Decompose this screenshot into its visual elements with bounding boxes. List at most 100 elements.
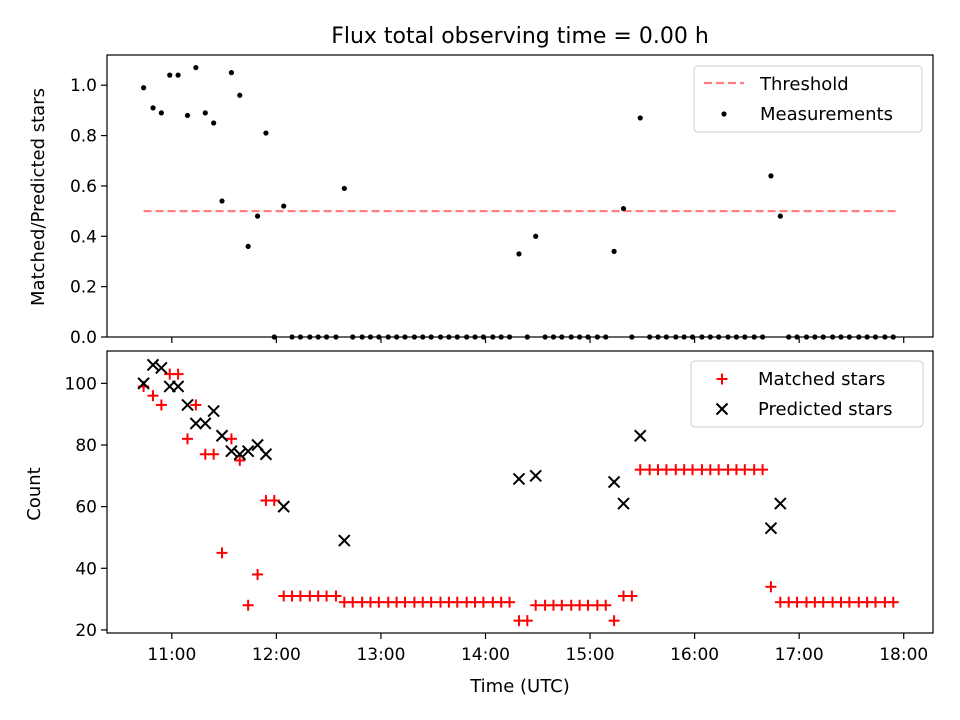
measurement-point bbox=[167, 72, 173, 78]
matched-stars-point bbox=[713, 464, 725, 476]
matched-stars-point bbox=[182, 433, 194, 445]
legend-top-frame bbox=[693, 65, 923, 133]
legend-measurements-label: Measurements bbox=[760, 104, 893, 125]
matched-stars-point bbox=[687, 464, 699, 476]
matched-stars-point bbox=[373, 596, 385, 608]
matched-stars-point bbox=[530, 599, 542, 611]
predicted-stars-point-b bbox=[617, 497, 630, 510]
bottom-xtick-label: 17:00 bbox=[775, 645, 824, 665]
bottom-ytick-label: 20 bbox=[75, 621, 97, 641]
matched-stars-point bbox=[582, 599, 594, 611]
bottom-axes-frame bbox=[106, 350, 934, 634]
bottom-xtick-label: 14:00 bbox=[461, 645, 510, 665]
matched-stars-point bbox=[504, 596, 516, 608]
predicted-stars-point-b bbox=[146, 358, 160, 372]
predicted-stars-point-b bbox=[512, 472, 526, 486]
matched-stars-point bbox=[399, 596, 411, 608]
predicted-stars-point-b bbox=[199, 417, 212, 430]
measurement-point bbox=[193, 64, 199, 71]
top-ytick-label: 0.2 bbox=[70, 278, 97, 298]
measurement-point bbox=[637, 115, 643, 121]
predicted-stars-point bbox=[774, 497, 787, 510]
predicted-stars-point-b bbox=[634, 429, 647, 442]
matched-stars-point bbox=[791, 596, 803, 608]
bottom-y-axis-label: Count bbox=[24, 467, 45, 520]
bottom-xtick-label: 12:00 bbox=[252, 645, 301, 665]
predicted-stars-point bbox=[233, 448, 246, 461]
predicted-stars-point-b bbox=[259, 448, 273, 461]
predicted-stars-point bbox=[155, 361, 168, 375]
matched-stars-point bbox=[294, 590, 306, 602]
predicted-stars-point-b bbox=[155, 361, 168, 375]
bottom-ytick-label: 80 bbox=[75, 436, 97, 456]
predicted-stars-point bbox=[189, 417, 203, 430]
matched-stars-point bbox=[155, 399, 167, 411]
legend-bottom: Matched stars Predicted stars bbox=[690, 360, 924, 428]
matched-stars-point bbox=[887, 596, 899, 608]
predicted-stars-point bbox=[764, 522, 778, 535]
legend-threshold-label: Threshold bbox=[759, 74, 849, 95]
matched-stars-point bbox=[252, 568, 264, 580]
predicted-stars-point-b bbox=[251, 438, 264, 452]
predicted-stars-point bbox=[634, 429, 647, 442]
legend-predicted-marker bbox=[715, 402, 729, 416]
predicted-stars-point bbox=[146, 358, 160, 372]
matched-stars-point bbox=[626, 590, 638, 602]
matched-stars-point bbox=[660, 464, 672, 476]
legend-bottom-frame bbox=[690, 360, 924, 428]
matched-stars-point bbox=[147, 390, 159, 402]
bottom-xtick-label: 18:00 bbox=[879, 645, 928, 665]
top-ytick-label: 0.4 bbox=[70, 227, 97, 247]
matched-stars-point bbox=[739, 464, 751, 476]
top-axes-frame bbox=[106, 54, 934, 338]
predicted-stars-point-b bbox=[774, 497, 787, 510]
measurement-point bbox=[777, 213, 783, 219]
matched-stars-point bbox=[347, 596, 359, 608]
top-panel: 0.0 0.2 0.4 0.6 0.8 1.0 bbox=[70, 54, 934, 348]
measurement-point bbox=[175, 72, 181, 78]
matched-stars-point bbox=[242, 599, 254, 611]
predicted-stars-point bbox=[199, 417, 212, 430]
matched-stars-point bbox=[765, 581, 777, 593]
predicted-stars-point bbox=[607, 475, 621, 489]
top-ytick-label: 0.8 bbox=[70, 127, 97, 147]
predicted-stars-point bbox=[259, 448, 273, 461]
matched-stars-point bbox=[268, 494, 280, 506]
measurement-point bbox=[263, 130, 269, 136]
measurement-point bbox=[245, 243, 251, 249]
matched-stars-point bbox=[634, 464, 646, 476]
matched-stars-point bbox=[225, 433, 237, 445]
predicted-stars-point-b bbox=[338, 534, 351, 547]
predicted-stars-point bbox=[617, 497, 630, 510]
legend-top: Threshold Measurements bbox=[693, 65, 923, 133]
matched-stars-point bbox=[330, 590, 342, 602]
predicted-stars-point-b bbox=[181, 398, 194, 412]
measurement-point bbox=[184, 112, 191, 119]
matched-stars-point bbox=[608, 615, 620, 627]
predicted-stars-point-b bbox=[233, 448, 246, 461]
measurement-point bbox=[140, 85, 147, 91]
measurement-point bbox=[202, 110, 208, 116]
measurement-point bbox=[219, 198, 225, 204]
top-ytick-label: 1.0 bbox=[70, 76, 97, 96]
predicted-stars-point-b bbox=[241, 444, 255, 458]
legend-matched-label: Matched stars bbox=[758, 369, 885, 390]
predicted-stars-point-b bbox=[189, 417, 203, 430]
predicted-stars-point bbox=[277, 500, 290, 513]
bottom-xtick-label: 13:00 bbox=[356, 645, 405, 665]
top-ytick-label: 0.0 bbox=[70, 328, 97, 348]
matched-stars-point bbox=[817, 596, 829, 608]
legend-predicted-cross bbox=[715, 402, 729, 416]
predicted-stars-point-b bbox=[764, 522, 778, 535]
bottom-xtick-label: 11:00 bbox=[147, 645, 196, 665]
measurement-point bbox=[254, 213, 261, 219]
measurement-point bbox=[237, 92, 243, 98]
predicted-stars-point bbox=[207, 404, 220, 418]
predicted-stars-point-b bbox=[137, 377, 150, 390]
bottom-xtick-label: 15:00 bbox=[566, 645, 615, 665]
predicted-stars-point bbox=[512, 472, 526, 486]
measurement-point bbox=[158, 110, 164, 116]
matched-stars-point bbox=[757, 464, 769, 476]
measurement-point bbox=[150, 105, 156, 111]
